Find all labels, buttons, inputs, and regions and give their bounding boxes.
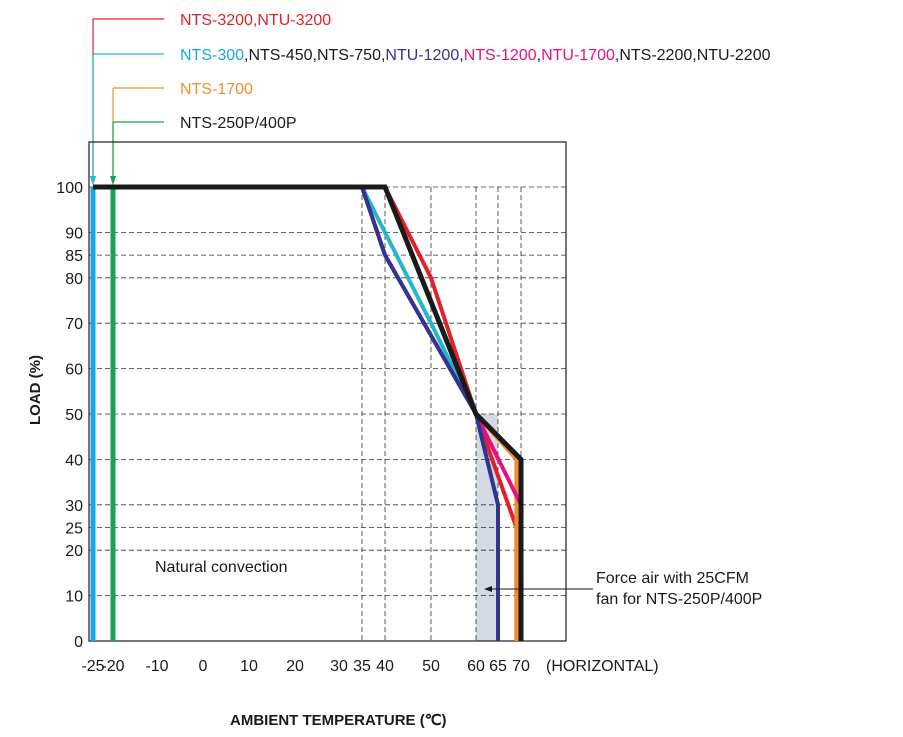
legend-label-part: NTS-1700 (180, 81, 253, 98)
force-air-text-line2: fan for NTS-250P/400P (596, 591, 762, 608)
legend-label-2: NTS-300,NTS-450,NTS-750,NTU-1200,NTS-120… (180, 47, 771, 64)
force-air-shaded-region (476, 414, 498, 641)
y-tick-label: 60 (65, 362, 83, 379)
x-tick-label: 20 (286, 658, 304, 675)
legend-label-part: NTS-300 (180, 47, 244, 64)
y-tick-label: 80 (65, 271, 83, 288)
x-tick-label: 70 (512, 658, 530, 675)
legend-label-part: , (459, 47, 463, 64)
x-tick-label: -25 (81, 658, 104, 675)
legend-label-1: NTS-3200,NTU-3200 (180, 12, 331, 29)
legend-label-part: NTS-1200 (464, 47, 537, 64)
x-tick-label: 0 (199, 658, 208, 675)
x-axis-title: AMBIENT TEMPERATURE (℃) (230, 712, 447, 729)
y-tick-label: 0 (74, 634, 83, 651)
legend-arrowhead-2 (90, 176, 96, 185)
force-air-arrowhead (484, 586, 492, 592)
x-tick-label: 10 (240, 658, 258, 675)
legend-arrowhead-4 (110, 176, 116, 185)
y-tick-labels: 0 10 20 25 30 40 50 60 70 80 85 90 100 (56, 180, 83, 651)
y-tick-label: 25 (65, 521, 83, 538)
x-tick-label: -20 (101, 658, 124, 675)
y-tick-label: 70 (65, 316, 83, 333)
y-tick-label: 40 (65, 452, 83, 469)
legend-label-part: NTU-1200 (385, 47, 459, 64)
y-tick-label: 100 (56, 180, 83, 197)
legend-label-part: , (537, 47, 541, 64)
y-tick-label: 30 (65, 498, 83, 515)
y-axis-title: LOAD (%) (27, 355, 44, 425)
y-tick-label: 85 (65, 248, 83, 265)
x-tick-label: 50 (422, 658, 440, 675)
x-tick-label: -10 (145, 658, 168, 675)
natural-convection-label: Natural convection (155, 559, 288, 576)
legend-label-part: NTS-3200,NTU-3200 (180, 12, 331, 29)
legend-label-part: ,NTS-450,NTS-750, (244, 47, 385, 64)
x-unit-label: (HORIZONTAL) (546, 658, 659, 675)
plot-area (88, 141, 567, 642)
plot-frame (88, 141, 567, 642)
legend-label-3: NTS-1700 (180, 81, 253, 98)
x-tick-label: 40 (376, 658, 394, 675)
force-air-annotation: Force air with 25CFM fan for NTS-250P/40… (484, 570, 762, 608)
y-tick-label: 20 (65, 543, 83, 560)
x-tick-labels: -25-20 -10 0 10 20 30 35 40 50 60 65 70 (81, 658, 530, 675)
legend-label-4: NTS-250P/400P (180, 115, 297, 132)
legend-label-part: NTU-1700 (541, 47, 615, 64)
series-lines (90, 184, 524, 641)
x-tick-label: 60 (467, 658, 485, 675)
x-tick-label: 65 (489, 658, 507, 675)
y-tick-label: 90 (65, 225, 83, 242)
legend-label-part: ,NTS-2200,NTU-2200 (615, 47, 771, 64)
series-line-6 (93, 184, 524, 641)
legend: NTS-3200,NTU-3200 NTS-300,NTS-450,NTS-750… (90, 12, 771, 185)
force-air-text-line1: Force air with 25CFM (596, 570, 749, 587)
legend-label-part: NTS-250P/400P (180, 115, 297, 132)
x-tick-label: 35 (353, 658, 371, 675)
x-tick-label: 30 (330, 658, 348, 675)
y-tick-label: 10 (65, 589, 83, 606)
y-tick-label: 50 (65, 407, 83, 424)
